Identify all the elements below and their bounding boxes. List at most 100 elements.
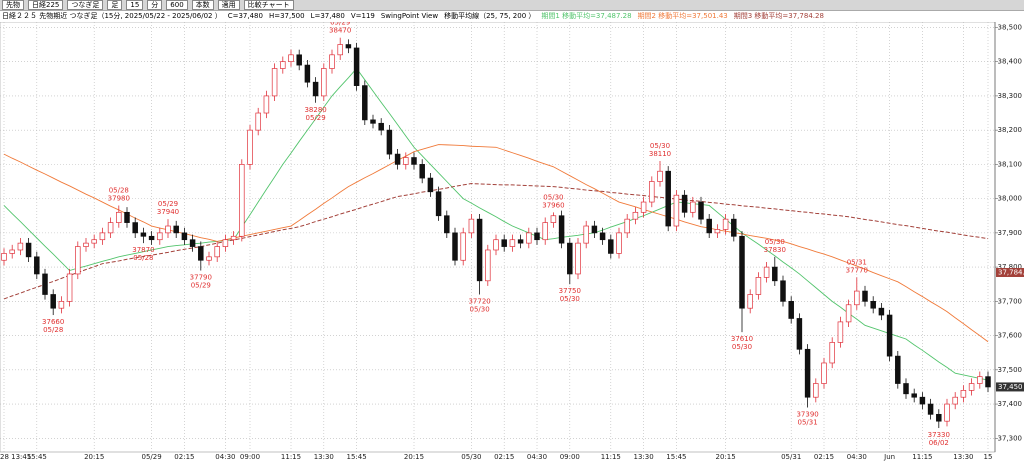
toolbar-control[interactable]: 分: [147, 0, 163, 10]
swing-price: 37390: [796, 410, 818, 418]
candle-body: [157, 232, 163, 241]
y-tick-label: 37,600: [998, 332, 1023, 340]
candle-body: [321, 68, 327, 97]
swing-price: 37770: [846, 266, 868, 274]
toolbar-control[interactable]: 日経225: [28, 0, 64, 10]
toolbar: 先物 日経225 つなぎ足足 15 分 600 本数 適用 比較チャート: [0, 0, 1024, 11]
candle-body: [731, 218, 737, 237]
moving-average-line: [3, 183, 989, 300]
swing-price: 37610: [731, 335, 753, 343]
candle-body: [739, 235, 745, 309]
candle-body: [673, 194, 680, 227]
swing-date: 05/30: [470, 305, 490, 313]
toolbar-control[interactable]: つなぎ足: [67, 0, 104, 10]
y-tick-label: 38,100: [998, 160, 1023, 168]
candle-body: [1, 253, 7, 261]
candle-body: [542, 222, 548, 241]
candle-body: [977, 376, 983, 384]
candle-body: [132, 222, 138, 234]
candle-body: [222, 239, 229, 247]
candle-body: [772, 266, 778, 282]
candle-body: [501, 239, 507, 247]
x-tick-label: 13:30: [314, 453, 334, 461]
x-tick-label: 02:15: [494, 453, 514, 461]
x-tick-label: 20:15: [716, 453, 736, 461]
swing-date: 05/28: [133, 254, 153, 262]
candle-body: [280, 61, 286, 69]
y-tick-label: 38,000: [998, 195, 1023, 203]
toolbar-control[interactable]: 適用: [217, 0, 240, 10]
candle-body: [140, 232, 147, 237]
candle-body: [886, 314, 893, 357]
y-tick-label: 38,400: [998, 58, 1023, 66]
candle-body: [230, 235, 237, 241]
toolbar-control[interactable]: 600: [166, 0, 188, 10]
candle-body: [854, 290, 860, 306]
x-tick-label: 02:15: [174, 453, 194, 461]
candle-body: [83, 242, 89, 247]
candle-body: [255, 112, 261, 131]
swing-price: 37790: [190, 274, 212, 282]
x-tick-label: 13:30: [953, 453, 973, 461]
swing-date: 05/30: [732, 343, 752, 351]
swing-price: 37940: [157, 208, 179, 216]
toolbar-control[interactable]: 足: [107, 0, 123, 10]
swing-date: 05/30: [650, 142, 670, 150]
swing-date: 05/29: [330, 22, 350, 27]
x-tick-label: 09:00: [240, 453, 260, 461]
candle-body: [247, 129, 253, 165]
y-tick-label: 37,400: [998, 400, 1023, 408]
candle-body: [271, 68, 278, 97]
x-tick-label: 04:30: [527, 453, 547, 461]
price-tag-label: 37,450: [998, 383, 1023, 391]
candle-body: [936, 413, 942, 422]
info-bar: 日経２２５ 先物期近 つなぎ足（15分, 2025/05/22 - 2025/0…: [0, 11, 1024, 22]
toolbar-control[interactable]: 先物: [2, 0, 24, 10]
candle-body: [747, 294, 753, 309]
y-tick-label: 37,300: [998, 434, 1023, 442]
swing-price: 37660: [42, 318, 64, 326]
x-tick-label: Jun: [883, 453, 895, 461]
x-tick-label: 05/30: [461, 453, 481, 461]
info-text: H=37,500: [268, 12, 305, 20]
candle-body: [411, 157, 417, 165]
toolbar-control[interactable]: 15: [126, 0, 144, 10]
candle-body: [435, 191, 442, 217]
candle-body: [706, 218, 712, 234]
x-tick-label: 28 13:45: [0, 453, 31, 461]
candle-body: [50, 294, 56, 309]
swing-date: 05/29: [158, 200, 178, 208]
candle-body: [690, 201, 696, 213]
candle-body: [567, 242, 573, 275]
swing-date: 05/30: [560, 295, 580, 303]
toolbar-control[interactable]: 比較チャート: [243, 0, 294, 10]
candle-body: [288, 54, 294, 63]
candle-body: [944, 403, 950, 422]
candle-body: [903, 383, 909, 395]
candle-body: [640, 201, 647, 213]
candle-body: [649, 181, 655, 203]
candle-body: [657, 170, 663, 182]
candle-body: [9, 249, 15, 254]
toolbar-control[interactable]: 本数: [191, 0, 214, 10]
candle-body: [25, 242, 32, 258]
swing-price: 38110: [649, 150, 671, 158]
candle-body: [189, 239, 196, 247]
candle-body: [755, 277, 762, 295]
price-tag: [996, 382, 1024, 392]
candle-body: [632, 211, 639, 220]
candle-body: [952, 396, 958, 405]
candle-body: [509, 239, 516, 247]
plot-area: [0, 22, 996, 453]
y-tick-label: 37,500: [998, 366, 1023, 374]
info-text: L=37,480: [310, 12, 345, 20]
chart: 37,300 37,400 37,500 37,600 37,700 37,800 37,9…: [0, 22, 1024, 461]
candle-body: [550, 215, 557, 223]
y-tick-label: 37,800: [998, 263, 1023, 271]
x-tick-label: 20:15: [84, 453, 104, 461]
x-tick-label: 15:45: [666, 453, 686, 461]
candle-body: [763, 266, 770, 278]
candle-body: [107, 222, 114, 234]
candle-body: [75, 246, 81, 275]
candle-body: [714, 229, 721, 234]
